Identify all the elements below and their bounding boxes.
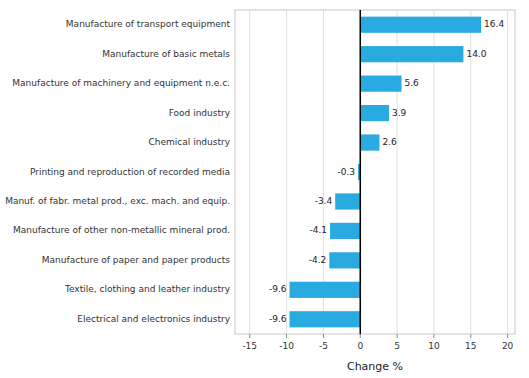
data-label: -9.6 <box>269 314 287 324</box>
tick-mark <box>433 334 434 338</box>
data-label: -9.6 <box>269 284 287 294</box>
tick-label: -5 <box>319 341 328 351</box>
category-label: Chemical industry <box>149 137 231 147</box>
data-label: -4.1 <box>309 225 327 235</box>
category-label: Manufacture of other non-metallic minera… <box>13 225 230 235</box>
bar <box>335 193 360 209</box>
data-label: 5.6 <box>405 78 420 88</box>
bar <box>360 134 379 150</box>
bars <box>290 17 482 328</box>
data-label: 14.0 <box>466 49 486 59</box>
tick-label: 10 <box>428 341 440 351</box>
category-label: Food industry <box>169 108 231 118</box>
tick-label: 15 <box>465 341 476 351</box>
chart: Electrical and electronics industry Texti… <box>0 0 529 378</box>
bar <box>290 282 361 298</box>
category-label: Manufacture of basic metals <box>102 49 230 59</box>
bar <box>360 17 481 33</box>
category-label: Manufacture of machinery and equipment n… <box>12 78 230 88</box>
grid-line <box>507 10 508 334</box>
tick-mark <box>249 334 250 338</box>
tick-mark <box>507 334 508 338</box>
tick-label: -10 <box>279 341 294 351</box>
tick-label: 5 <box>394 341 400 351</box>
tick-mark <box>323 334 324 338</box>
bar <box>360 46 463 62</box>
data-label: -4.2 <box>309 255 327 265</box>
tick-mark <box>360 334 361 338</box>
plot-frame <box>235 10 515 334</box>
x-axis-label: Change % <box>347 360 403 373</box>
bar <box>290 311 361 327</box>
data-label: -3.4 <box>315 196 333 206</box>
category-label: Manufacture of transport equipment <box>66 19 231 29</box>
zero-line <box>360 10 362 334</box>
category-label: Textile, clothing and leather industry <box>64 284 231 294</box>
tick-mark <box>470 334 471 338</box>
data-label: 3.9 <box>392 108 407 118</box>
bar <box>330 223 360 239</box>
bar <box>360 105 389 121</box>
data-label: -0.3 <box>337 167 355 177</box>
grid-line <box>360 10 361 334</box>
category-label: Printing and reproduction of recorded me… <box>30 167 230 177</box>
category-label: Manufacture of paper and paper products <box>42 255 230 265</box>
grid-line <box>249 10 250 334</box>
category-label: Manuf. of fabr. metal prod., exc. mach. … <box>5 196 230 206</box>
tick-mark <box>286 334 287 338</box>
bar <box>360 76 401 92</box>
tick-label: -15 <box>242 341 257 351</box>
tick-label: 20 <box>502 341 514 351</box>
data-label: 2.6 <box>382 137 397 147</box>
tick-mark <box>397 334 398 338</box>
bar <box>329 252 360 268</box>
category-label: Electrical and electronics industry <box>77 314 230 324</box>
data-label: 16.4 <box>484 19 504 29</box>
tick-label: 0 <box>357 341 363 351</box>
